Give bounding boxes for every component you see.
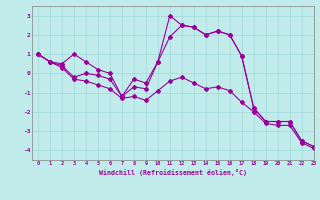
X-axis label: Windchill (Refroidissement éolien,°C): Windchill (Refroidissement éolien,°C) [99,169,247,176]
